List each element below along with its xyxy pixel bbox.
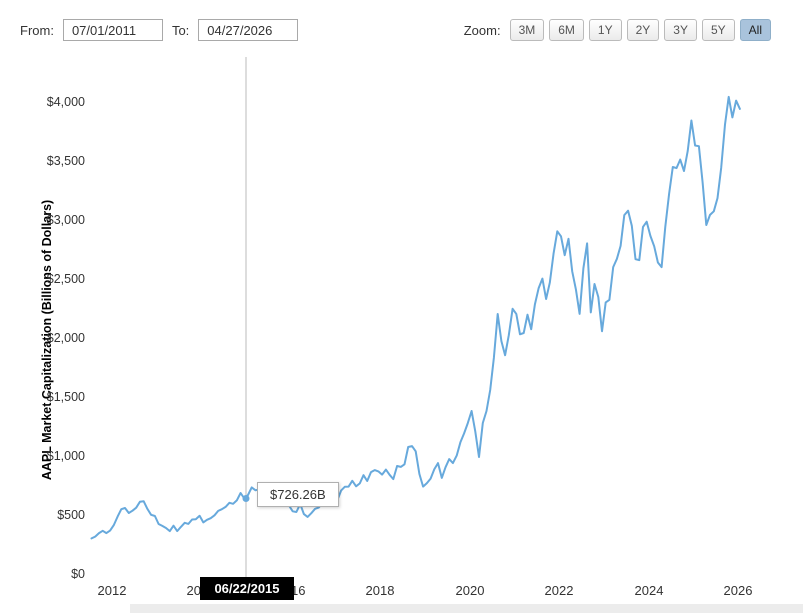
zoom-button-5y[interactable]: 5Y [701, 19, 735, 41]
x-tick: 2022 [544, 583, 574, 598]
x-tick: 2024 [634, 583, 664, 598]
y-tick: $500 [57, 508, 85, 522]
from-label: From: [20, 22, 54, 38]
tooltip-dot [242, 495, 250, 502]
zoom-button-1y[interactable]: 1Y [588, 19, 622, 41]
to-date-input[interactable] [198, 19, 299, 41]
x-tick: 2026 [723, 583, 753, 598]
x-tick: 2018 [365, 583, 395, 598]
zoom-button-6m[interactable]: 6M [549, 19, 584, 41]
bottom-strip [130, 604, 803, 613]
x-tick: 2020 [455, 583, 485, 598]
zoom-button-2y[interactable]: 2Y [626, 19, 660, 41]
y-tick: $2,500 [46, 272, 85, 286]
date-tooltip: 06/22/2015 [200, 577, 294, 600]
y-tick: $4,000 [46, 95, 85, 109]
zoom-button-3m[interactable]: 3M [509, 19, 545, 41]
x-tick: 2012 [97, 583, 127, 598]
y-tick: $3,000 [46, 213, 85, 227]
zoom-label: Zoom: [463, 22, 501, 38]
date-range-controls: From: To: [20, 19, 299, 41]
zoom-button-3y[interactable]: 3Y [664, 19, 697, 41]
y-tick: $0 [71, 567, 85, 581]
zoom-controls: Zoom: 3M 6M 1Y 2Y 3Y 5Y All [464, 19, 771, 41]
y-tick: $3,500 [46, 154, 85, 168]
zoom-button-all[interactable]: All [739, 19, 771, 41]
from-date-input[interactable] [62, 19, 163, 41]
value-tooltip: $726.26B [257, 482, 339, 507]
series-line [90, 95, 741, 540]
to-label: To: [171, 22, 190, 38]
y-tick: $1,000 [46, 449, 85, 463]
y-tick: $2,000 [46, 331, 85, 345]
y-tick: $1,500 [46, 390, 85, 404]
